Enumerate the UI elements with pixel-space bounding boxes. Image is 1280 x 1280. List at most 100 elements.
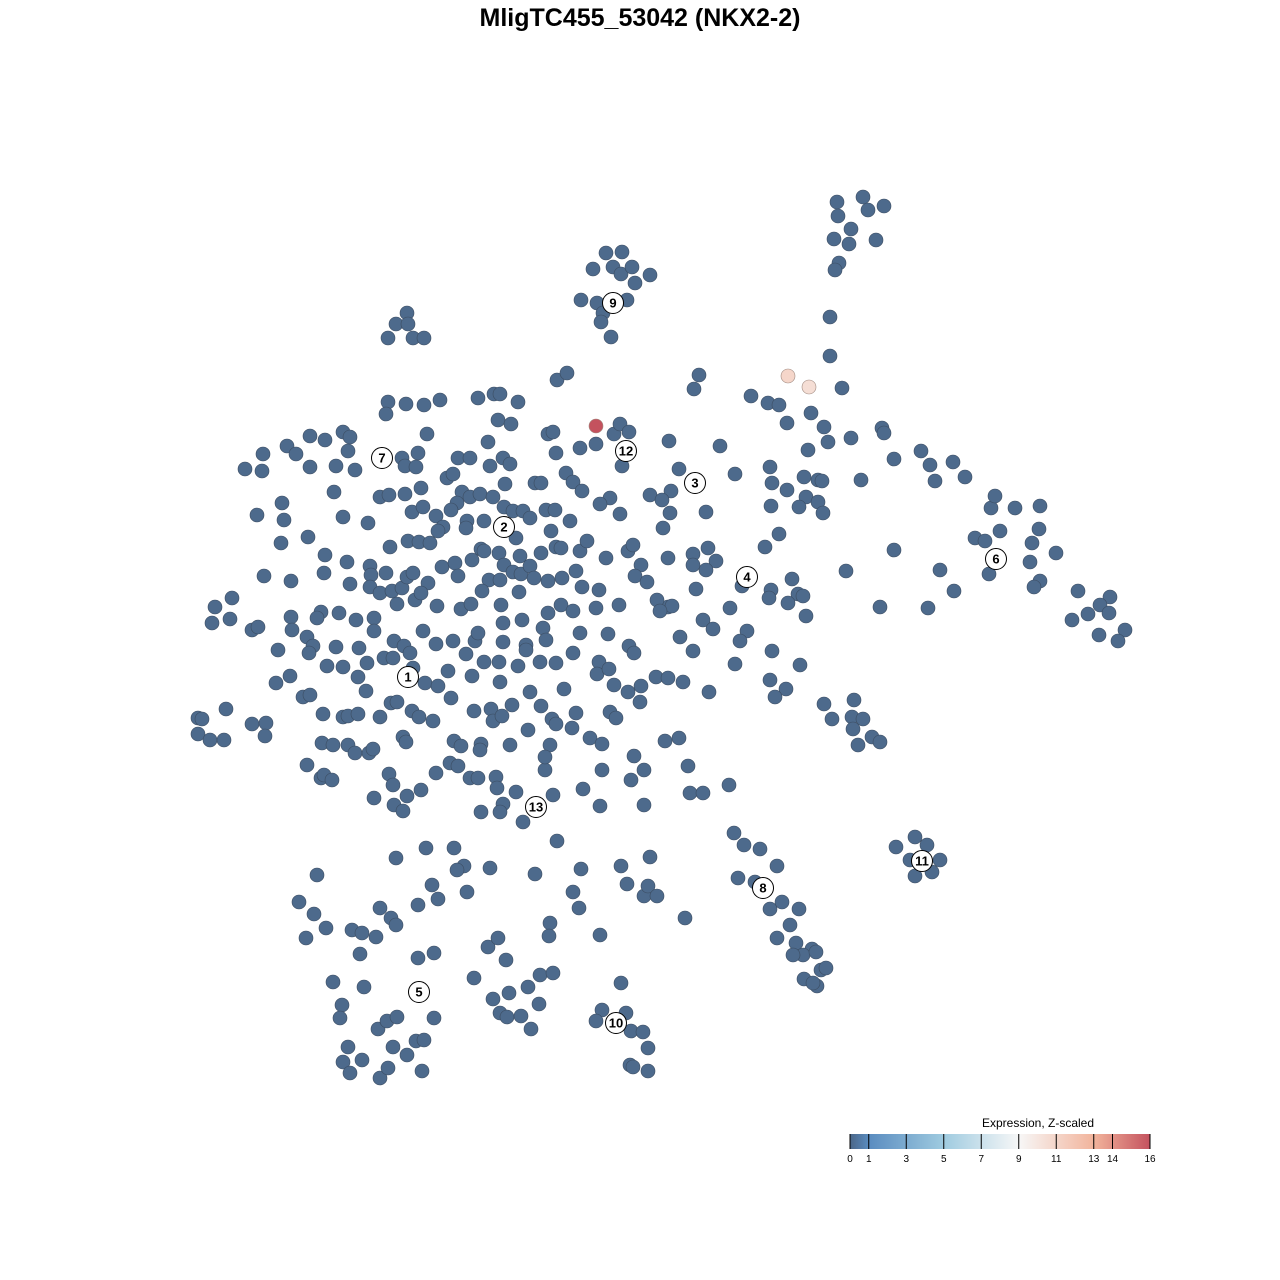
data-point	[565, 474, 581, 490]
data-point	[613, 858, 629, 874]
data-point	[830, 208, 846, 224]
data-point	[888, 839, 904, 855]
data-point	[440, 663, 456, 679]
data-point	[633, 678, 649, 694]
data-point	[843, 221, 859, 237]
data-point	[608, 710, 624, 726]
data-point	[402, 645, 418, 661]
data-point	[565, 645, 581, 661]
data-point	[623, 772, 639, 788]
data-point	[575, 781, 591, 797]
data-point	[553, 540, 569, 556]
data-point	[498, 952, 514, 968]
data-point	[838, 563, 854, 579]
data-point	[712, 438, 728, 454]
legend-tick-label: 9	[1016, 1154, 1022, 1165]
data-point	[526, 570, 542, 586]
data-point	[698, 562, 714, 578]
legend-tick-label: 3	[903, 1154, 909, 1165]
data-point	[727, 656, 743, 672]
data-point	[620, 684, 636, 700]
data-point	[527, 866, 543, 882]
data-point	[1117, 622, 1133, 638]
cluster-label: 10	[605, 1012, 627, 1034]
data-point	[254, 463, 270, 479]
data-point	[1048, 545, 1064, 561]
data-point	[545, 424, 561, 440]
data-point	[520, 722, 536, 738]
data-point	[573, 292, 589, 308]
data-point	[779, 415, 795, 431]
data-point	[399, 788, 415, 804]
data-point	[356, 979, 372, 995]
data-point	[492, 386, 508, 402]
data-point	[572, 625, 588, 641]
data-point	[771, 397, 787, 413]
data-point	[368, 929, 384, 945]
data-point	[510, 658, 526, 674]
data-point	[680, 758, 696, 774]
data-point	[464, 552, 480, 568]
data-point	[425, 713, 441, 729]
data-point	[992, 523, 1008, 539]
data-point	[340, 1039, 356, 1055]
data-point	[855, 711, 871, 727]
data-point	[428, 508, 444, 524]
data-point	[642, 267, 658, 283]
data-point	[600, 626, 616, 642]
data-point	[399, 1047, 415, 1063]
data-point	[385, 777, 401, 793]
data-point	[352, 946, 368, 962]
cluster-label: 7	[371, 447, 393, 469]
legend-tick-label: 13	[1088, 1154, 1100, 1165]
data-point	[588, 600, 604, 616]
cluster-label-circle	[911, 850, 933, 872]
data-point	[763, 498, 779, 514]
data-point	[987, 488, 1003, 504]
data-point	[791, 499, 807, 515]
data-point	[588, 1013, 604, 1029]
cluster-label-text: 10	[609, 1016, 623, 1031]
data-point	[598, 245, 614, 261]
data-point	[533, 475, 549, 491]
data-point	[850, 737, 866, 753]
data-point	[480, 434, 496, 450]
data-point	[302, 428, 318, 444]
data-point	[419, 426, 435, 442]
data-point	[372, 709, 388, 725]
legend-colorbar	[850, 1134, 1150, 1149]
data-point	[458, 646, 474, 662]
cluster-label-circle	[493, 516, 515, 538]
data-point	[564, 720, 580, 736]
data-point	[348, 612, 364, 628]
data-point	[1080, 606, 1096, 622]
data-point	[531, 996, 547, 1012]
data-point	[342, 429, 358, 445]
data-point	[730, 870, 746, 886]
data-point	[502, 456, 518, 472]
data-point	[256, 568, 272, 584]
data-point	[204, 615, 220, 631]
data-point	[820, 434, 836, 450]
data-point	[216, 732, 232, 748]
data-point	[255, 446, 271, 462]
data-point	[660, 670, 676, 686]
data-point	[472, 742, 488, 758]
cluster-label: 8	[752, 877, 774, 899]
data-point	[722, 600, 738, 616]
data-point	[1091, 627, 1107, 643]
data-point	[463, 596, 479, 612]
data-point	[445, 633, 461, 649]
data-point	[762, 459, 778, 475]
cluster-label-text: 8	[759, 881, 766, 896]
data-point	[727, 466, 743, 482]
data-point	[515, 814, 531, 830]
cluster-label: 2	[493, 516, 515, 538]
data-point	[283, 609, 299, 625]
data-point	[291, 894, 307, 910]
data-point	[511, 584, 527, 600]
data-point	[378, 565, 394, 581]
data-point	[466, 970, 482, 986]
